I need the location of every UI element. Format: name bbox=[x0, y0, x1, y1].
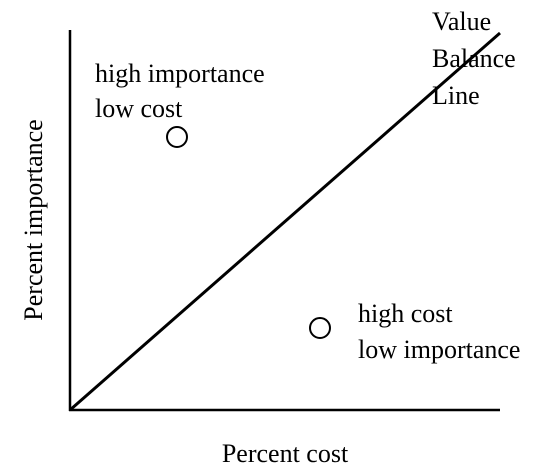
point-marker bbox=[309, 317, 331, 339]
point-marker bbox=[166, 126, 188, 148]
value-balance-line bbox=[69, 31, 501, 412]
point-label: low cost bbox=[95, 94, 183, 123]
line-label: Balance bbox=[432, 44, 516, 73]
line-label: Value bbox=[432, 7, 491, 36]
line-label: Line bbox=[432, 81, 480, 110]
point-label: low importance bbox=[358, 335, 520, 364]
point-label: high cost bbox=[358, 299, 453, 328]
x-axis-label: Percent cost bbox=[222, 439, 349, 468]
point-label: high importance bbox=[95, 59, 265, 88]
y-axis-label: Percent importance bbox=[19, 119, 48, 320]
